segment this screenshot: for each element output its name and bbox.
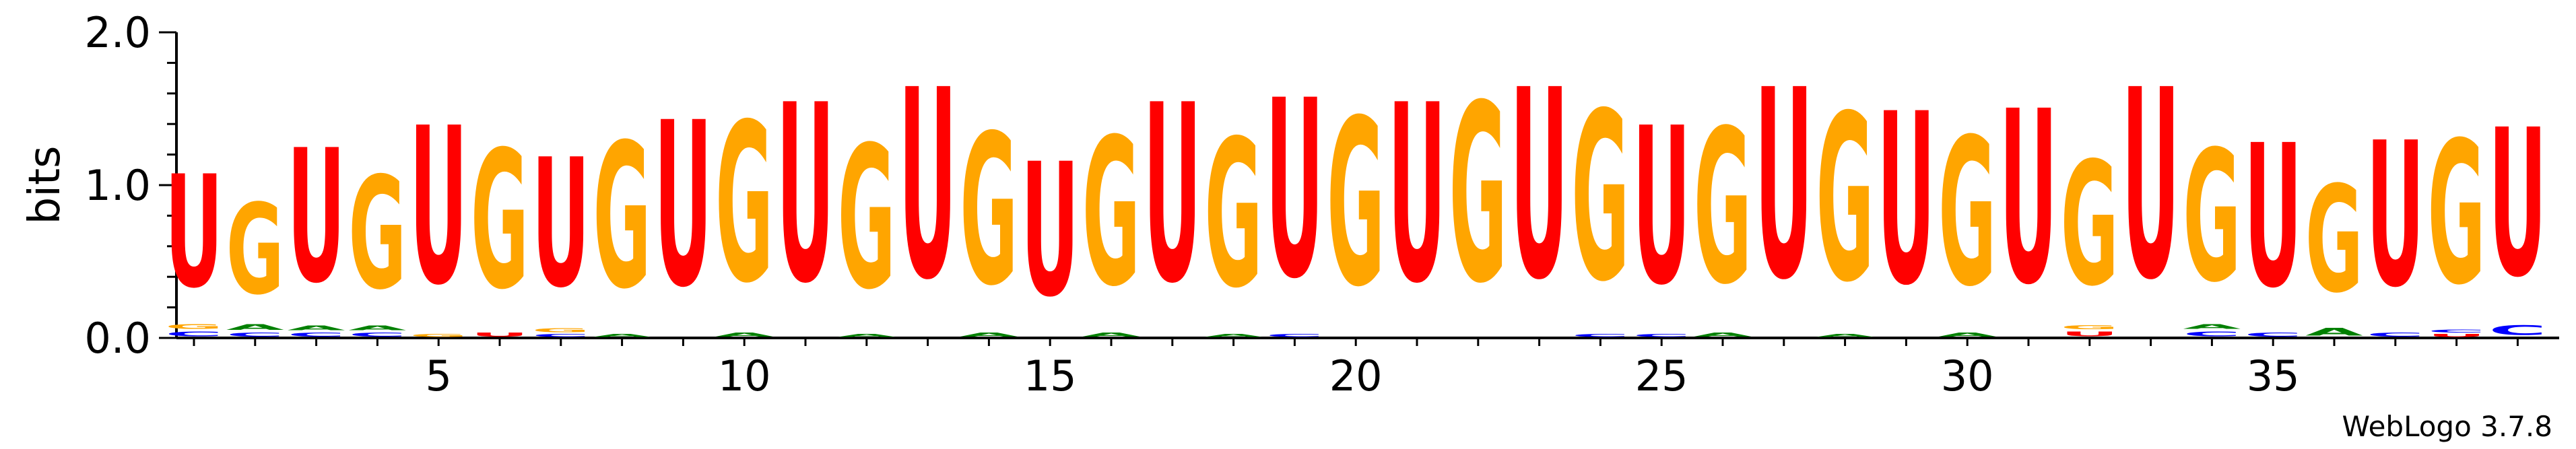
x-tick-label: 5 [425,351,451,401]
logo-letter-G-pos-5: G [409,333,467,338]
logo-letter-G-pos-30: G [1938,96,1996,332]
logo-letter-U-pos-32: U [2061,331,2119,338]
x-tick-label: 35 [2247,351,2300,401]
x-ticks: 5 10 15 20 25 30 35 [193,338,2519,401]
x-tick-label: 20 [1329,351,1383,401]
logo-letter-U-pos-7: U [532,123,590,327]
x-tick-label: 10 [718,351,771,401]
logo-letter-G-pos-26: G [1694,86,1752,332]
logo-letter-A-pos-28: A [1816,333,1874,338]
logo-letter-U-pos-15: U [1021,125,1079,337]
logo-letter-U-pos-33: U [2122,34,2180,337]
logo-letter-C-pos-2: C [226,332,284,338]
logo-letter-A-pos-2: A [226,322,284,332]
logo-letter-A-pos-36: A [2305,326,2363,338]
logo-letter-G-pos-34: G [2183,112,2241,322]
logo-letter-U-pos-27: U [1755,34,1813,337]
x-tick-label: 25 [1635,351,1688,401]
x-tick-label: 30 [1941,351,1994,401]
logo-letter-G-pos-22: G [1449,53,1507,337]
logo-letter-A-pos-14: A [960,332,1018,338]
y-tick-label: 0.0 [84,314,151,363]
logo-letter-U-pos-35: U [2244,103,2302,331]
logo-letter-G-pos-28: G [1816,67,1874,333]
logo-letter-G-pos-10: G [715,77,773,331]
logo-letter-C-pos-7: C [532,333,590,338]
logo-letter-U-pos-21: U [1388,54,1446,338]
logo-letter-A-pos-12: A [838,333,896,338]
logo-letter-U-pos-3: U [288,111,345,324]
logo-letter-C-pos-34: C [2183,331,2241,338]
logo-letter-U-pos-37: U [2367,100,2424,331]
logo-letter-U-pos-11: U [777,54,834,338]
logo-letter-G-pos-8: G [593,103,651,333]
logo-letter-A-pos-26: A [1694,332,1752,338]
logo-letter-G-pos-32: G [2061,126,2119,324]
logo-letter-C-pos-35: C [2244,332,2302,338]
logo-letter-G-pos-20: G [1327,72,1385,338]
logo-letter-U-pos-29: U [1877,63,1935,337]
weblogo-credit: WebLogo 3.7.8 [2342,410,2553,443]
logo-letter-C-pos-24: C [1571,333,1629,338]
y-axis-label: bits [20,146,70,225]
logo-letter-A-pos-18: A [1205,333,1263,338]
logo-letter-U-pos-39: U [2488,88,2546,322]
logo-letter-A-pos-3: A [288,324,345,332]
logo-letter-U-pos-25: U [1632,83,1690,333]
logo-letter-G-pos-1: G [165,322,223,330]
logo-letter-A-pos-4: A [348,324,406,332]
logo-letter-G-pos-16: G [1082,96,1140,332]
logo-letter-U-pos-38: U [2428,333,2486,338]
logo-letter-A-pos-34: A [2183,322,2241,330]
logo-letter-G-pos-12: G [838,104,896,333]
logo-letter-U-pos-9: U [654,74,712,337]
logo-letter-C-pos-38: C [2428,329,2486,333]
logo-letter-U-pos-23: U [1511,34,1568,337]
logo-letter-G-pos-18: G [1205,98,1263,333]
logo-letter-U-pos-6: U [471,332,529,338]
logo-letter-G-pos-24: G [1571,63,1629,333]
logo-letter-G-pos-32: G [2061,324,2119,331]
logo-letter-C-pos-37: C [2367,332,2424,338]
logo-letter-C-pos-19: C [1265,333,1323,338]
logo-letter-A-pos-8: A [593,333,651,338]
logo-letter-U-pos-19: U [1265,49,1323,333]
logo-letter-G-pos-7: G [532,327,590,333]
logo-letter-A-pos-16: A [1082,332,1140,338]
logo-letter-G-pos-4: G [348,144,406,323]
logo-letter-C-pos-1: C [165,331,223,338]
logo-letter-C-pos-25: C [1632,333,1690,338]
logo-letter-G-pos-38: G [2428,100,2486,328]
logo-letter-C-pos-39: C [2488,322,2546,338]
logo-letter-U-pos-1: U [165,143,223,323]
logo-letter-U-pos-5: U [409,83,467,333]
y-tick-label: 2.0 [84,8,151,57]
x-tick-label: 15 [1024,351,1077,401]
logo-letter-A-pos-10: A [715,332,773,338]
y-tick-label: 1.0 [84,161,151,210]
logo-letter-U-pos-31: U [2000,61,2057,337]
logo-letter-G-pos-2: G [226,178,284,322]
logo-letter-C-pos-4: C [348,332,406,338]
logo-letter-G-pos-6: G [471,112,529,332]
logo-letter-A-pos-30: A [1938,332,1996,338]
logo-letter-G-pos-14: G [960,92,1018,332]
logo-letter-C-pos-3: C [288,332,345,338]
logo-letter-U-pos-17: U [1144,54,1201,338]
y-ticks: 0.0 1.0 2.0 [84,8,176,363]
logo-letter-U-pos-13: U [899,34,957,337]
logo-letter-G-pos-36: G [2305,156,2363,326]
